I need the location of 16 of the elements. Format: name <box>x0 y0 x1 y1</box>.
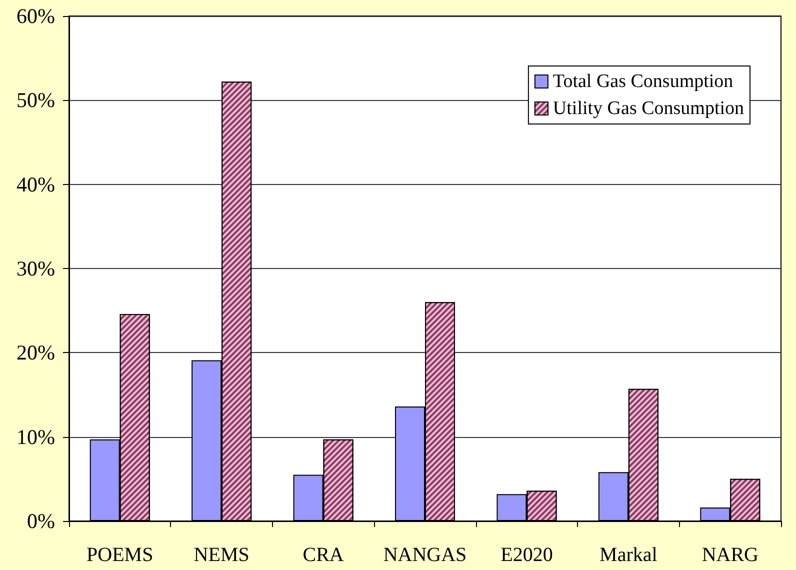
y-tick-label: 60% <box>16 4 55 28</box>
x-tick-label: POEMS <box>86 544 154 566</box>
x-tick-label: NANGAS <box>383 544 467 566</box>
y-tick-label: 0% <box>27 509 55 533</box>
legend-label: Total Gas Consumption <box>552 71 734 92</box>
y-tick-label: 10% <box>16 424 55 449</box>
x-tick-label: Markal <box>600 544 658 566</box>
x-tick-label: CRA <box>302 544 344 566</box>
x-tick-label: NARG <box>702 544 758 566</box>
y-tick-label: 40% <box>16 172 55 196</box>
y-tick-label: 50% <box>16 88 55 112</box>
legend-label: Utility Gas Consumption <box>552 98 744 119</box>
x-tick-label: NEMS <box>194 544 250 566</box>
x-tick-label: E2020 <box>500 544 553 566</box>
y-tick-label: 30% <box>16 256 55 280</box>
y-tick-label: 20% <box>16 340 55 365</box>
